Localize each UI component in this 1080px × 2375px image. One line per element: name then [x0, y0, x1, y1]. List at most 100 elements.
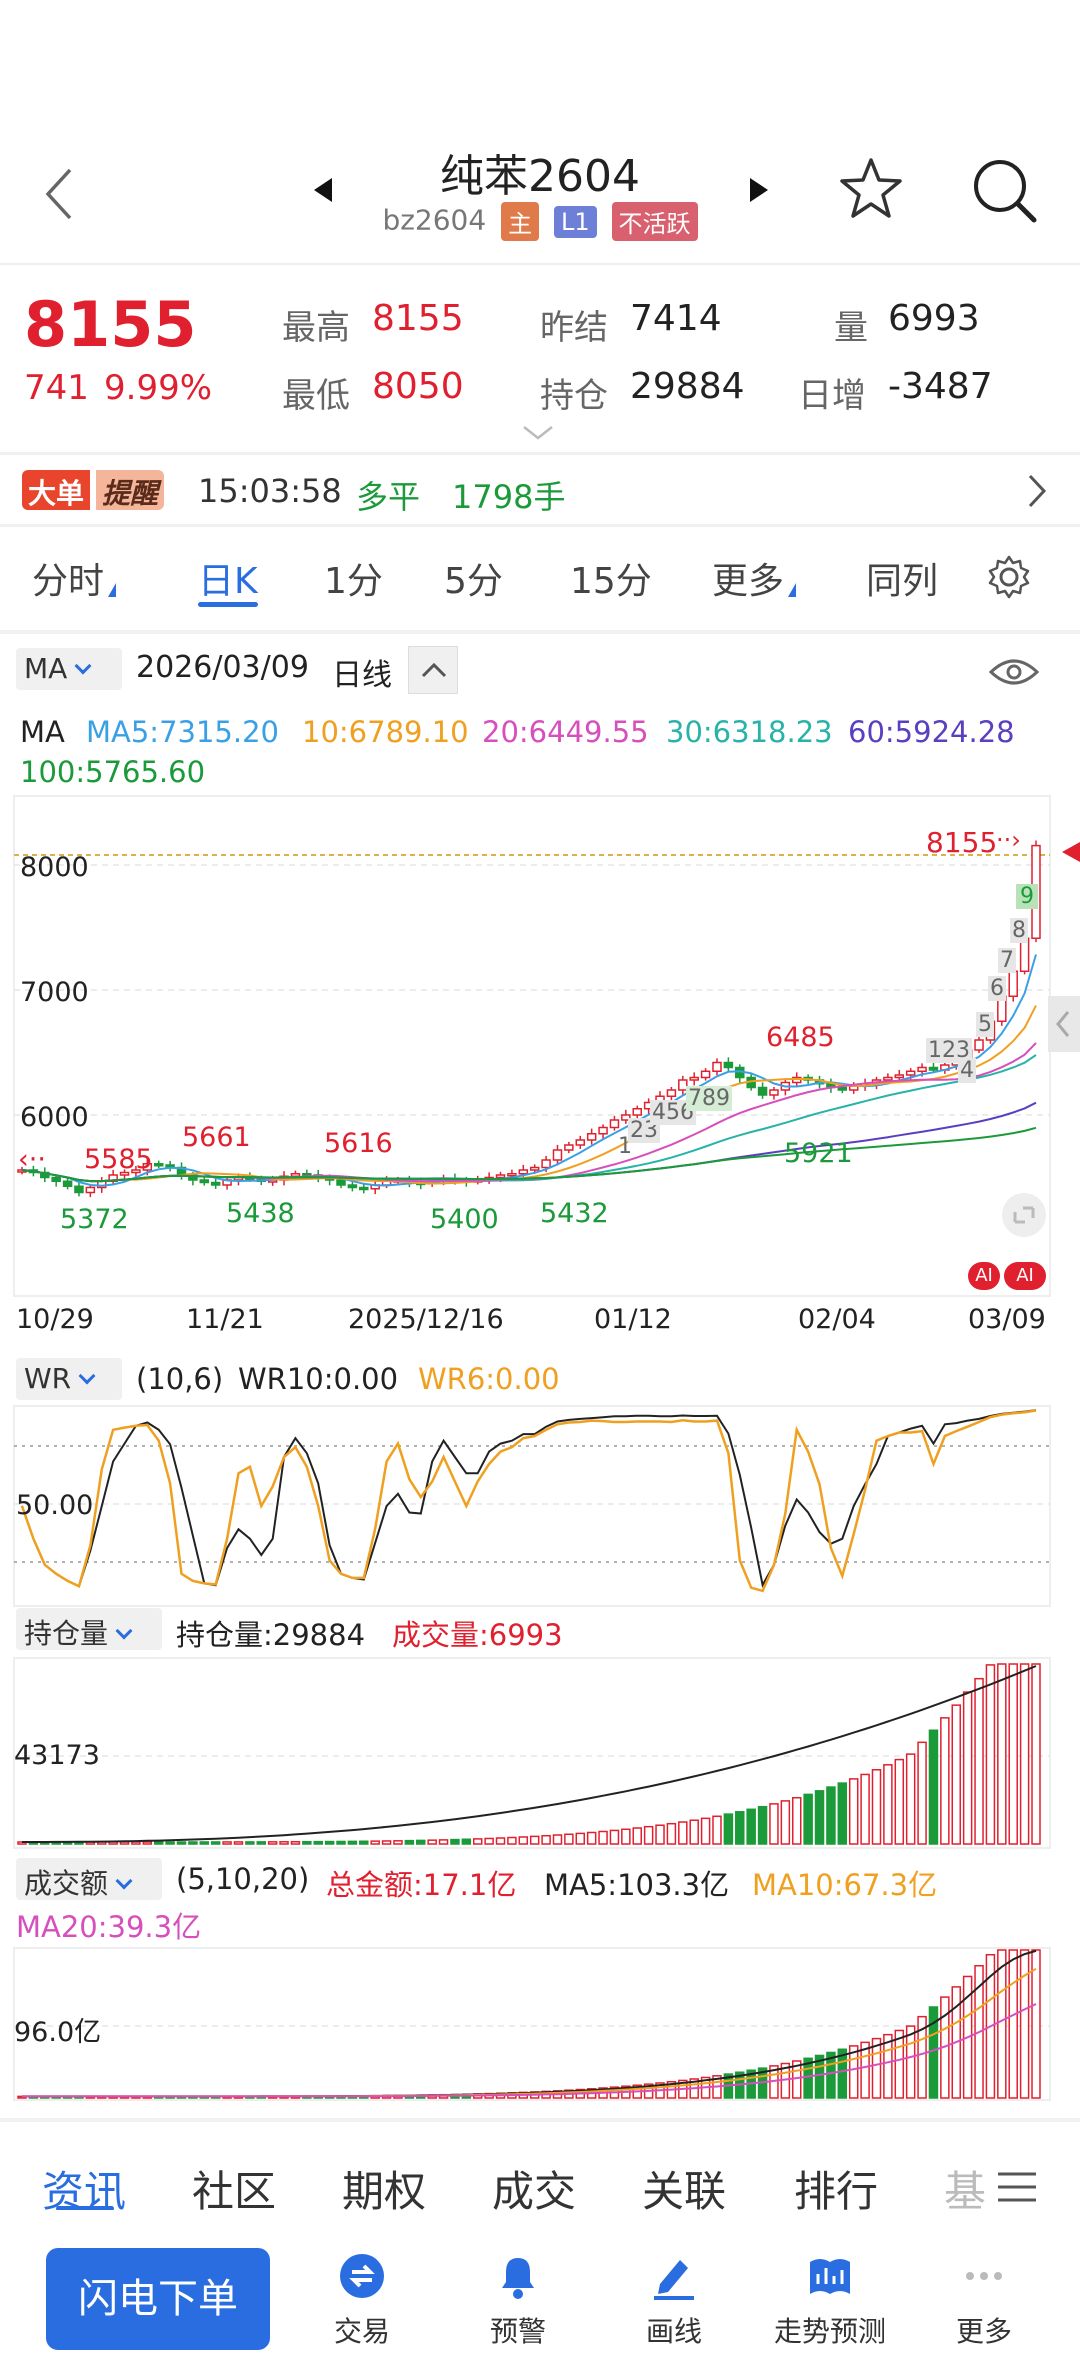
divider: [0, 524, 1080, 527]
tab-community[interactable]: 社区: [192, 2167, 277, 2216]
indicator-label: MA: [24, 652, 68, 685]
candle: [700, 1070, 711, 1079]
low-mark: 5372: [60, 1204, 129, 1235]
wr-tick: 50.00: [16, 1490, 94, 1521]
divider: [0, 2118, 1080, 2122]
volume-bar: [962, 1691, 973, 1845]
chevron-down-icon: [115, 1622, 133, 1640]
daily-increase-value: -3487: [888, 366, 993, 407]
tab-5min[interactable]: 5分: [444, 561, 503, 602]
volume-bar: [404, 1839, 415, 1845]
volume-bar: [233, 1841, 244, 1845]
indicator-label: 持仓量: [24, 1617, 109, 1650]
toolbar-label: 更多: [955, 2315, 1012, 2348]
menu-icon[interactable]: [996, 2170, 1038, 2204]
tab-ranking[interactable]: 排行: [794, 2167, 879, 2216]
ai-badge[interactable]: AI: [968, 1262, 1000, 1290]
candle: [723, 1061, 734, 1069]
wr6-value: WR6:0.00: [418, 1362, 560, 1396]
indicator-select-oi[interactable]: 持仓量: [16, 1608, 162, 1650]
big-order-alert[interactable]: 大单 提醒 15:03:58 多平 1798手: [0, 456, 1080, 524]
star-icon[interactable]: [838, 156, 904, 222]
amount-bar: [997, 1949, 1007, 2099]
volume-bar: [723, 1813, 734, 1845]
next-contract-icon[interactable]: [748, 178, 768, 202]
search-icon[interactable]: [970, 156, 1040, 226]
candle: [62, 1180, 73, 1187]
volume-bar: [256, 1841, 267, 1845]
candle: [894, 1074, 905, 1079]
tab-daily-k[interactable]: 日K: [198, 552, 258, 604]
divider: [0, 452, 1080, 455]
volume-bar: [757, 1805, 768, 1845]
volume-bar: [245, 1841, 255, 1845]
toolbar-trade[interactable]: 交易: [292, 2250, 432, 2350]
wr-params: (10,6): [136, 1362, 224, 1396]
tab-options[interactable]: 期权: [342, 2167, 427, 2216]
amount-ma10: MA10:67.3亿: [752, 1868, 938, 1902]
volume-bar: [575, 1832, 586, 1845]
alert-badge-left: 大单: [22, 470, 91, 510]
tab-trades[interactable]: 成交: [492, 2167, 577, 2216]
tab-intraday[interactable]: 分时: [32, 552, 117, 604]
open-interest-value: 29884: [630, 366, 745, 407]
volume-value-label: 成交量:6993: [392, 1618, 563, 1652]
tab-related[interactable]: 关联: [642, 2167, 727, 2216]
flash-order-button[interactable]: 闪电下单: [46, 2248, 270, 2350]
candle: [791, 1076, 802, 1084]
oi-chart[interactable]: [0, 1656, 1080, 1852]
amount-chart[interactable]: [0, 1946, 1080, 2104]
toolbar-alert[interactable]: 预警: [448, 2250, 588, 2350]
tab-more[interactable]: 更多: [712, 552, 797, 604]
volume-bar: [347, 1840, 358, 1845]
toolbar-more[interactable]: 更多: [914, 2250, 1054, 2350]
expand-chevron-icon[interactable]: [522, 424, 554, 442]
indicator-select-ma[interactable]: MA: [16, 648, 122, 690]
kline-date: 2026/03/09: [136, 650, 309, 685]
volume-bar: [803, 1793, 813, 1845]
seq-mark: 789: [686, 1086, 732, 1111]
seq-mark: 5: [976, 1012, 994, 1037]
prev-contract-icon[interactable]: [314, 178, 334, 202]
ai-badge[interactable]: AI: [1004, 1262, 1046, 1290]
candle: [837, 1086, 848, 1091]
active-tab-indicator: [56, 2206, 114, 2211]
amount-bar: [917, 2015, 927, 2099]
volume-value: 6993: [888, 298, 980, 339]
chevron-down-icon: [78, 1367, 96, 1385]
tab-1min[interactable]: 1分: [324, 561, 383, 602]
candle: [142, 1163, 153, 1171]
arrow-left-icon: ‹··: [18, 1144, 46, 1175]
indicator-select-amount[interactable]: 成交额: [16, 1858, 162, 1900]
tab-same-column[interactable]: 同列: [866, 561, 939, 602]
seq-mark: 6: [988, 976, 1006, 1001]
tab-15min[interactable]: 15分: [570, 561, 652, 602]
volume-bar: [370, 1840, 380, 1845]
toolbar-forecast[interactable]: 走势预测: [760, 2250, 900, 2350]
amount-bar: [905, 2025, 916, 2099]
volume-bars: [17, 1663, 1041, 1845]
volume-bar: [586, 1831, 597, 1845]
indicator-select-wr[interactable]: WR: [16, 1358, 122, 1400]
back-icon[interactable]: [42, 166, 76, 222]
fullscreen-button[interactable]: [1002, 1193, 1046, 1237]
amount-bar: [1008, 1949, 1018, 2099]
tab-label: 更多: [712, 561, 785, 602]
amount-bars: [17, 1949, 1041, 2099]
last-price-tag: 8155: [926, 826, 998, 859]
volume-bar: [860, 1773, 870, 1845]
volume-bar: [780, 1800, 791, 1845]
amount-bar: [1031, 1949, 1041, 2099]
collapse-button[interactable]: [408, 646, 458, 694]
volume-bar: [381, 1840, 392, 1845]
kline-chart[interactable]: [0, 790, 1080, 1310]
side-handle[interactable]: [1048, 996, 1080, 1052]
candle: [131, 1169, 141, 1174]
amount-bar: [848, 2045, 859, 2099]
settings-gear-icon[interactable]: [986, 554, 1032, 600]
tab-basis[interactable]: 基: [944, 2167, 987, 2216]
wr-chart[interactable]: [0, 1404, 1080, 1614]
eye-icon[interactable]: [988, 654, 1040, 690]
y-tick-7000: 7000: [20, 977, 89, 1008]
toolbar-draw[interactable]: 画线: [604, 2250, 744, 2350]
